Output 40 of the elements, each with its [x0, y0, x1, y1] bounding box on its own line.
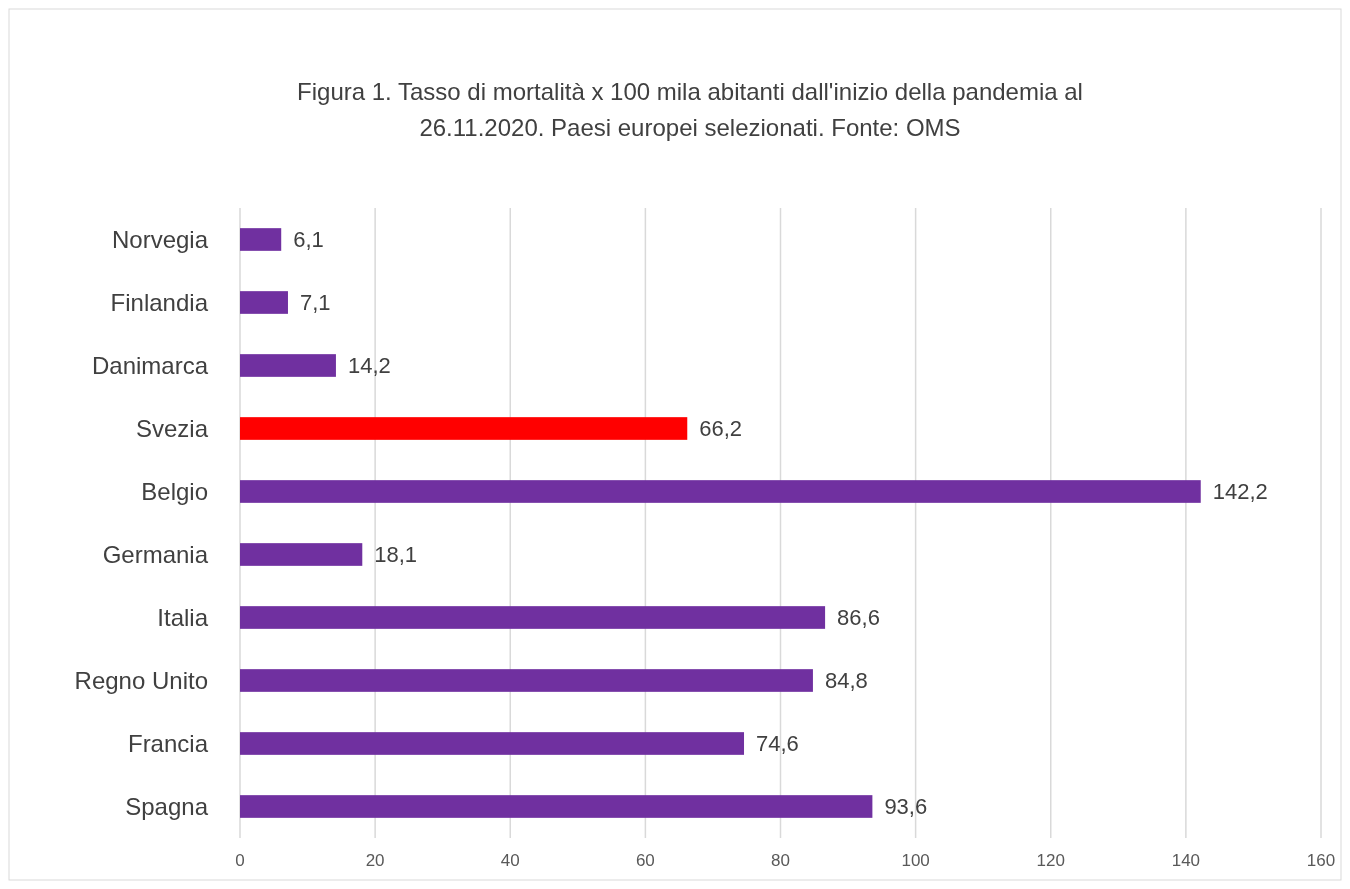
y-tick-label: Danimarca [91, 352, 209, 379]
x-tick-label: 140 [1171, 851, 1201, 870]
data-label: 14,2 [347, 353, 391, 378]
chart-title: Figura 1. Tasso di mortalità x 100 mila abitanti dall'inizio della pandemia al 26.11.2020. Paesi europei selezionati. Fonte: OMS [297, 78, 1083, 141]
data-label: 86,6 [837, 605, 880, 630]
x-tick-label: 20 [365, 851, 385, 870]
x-tick-label: 0 [235, 851, 245, 870]
bar [240, 354, 336, 377]
x-tick-label: 160 [1306, 851, 1336, 870]
x-tick-label: 60 [635, 851, 655, 870]
data-label: 18,1 [374, 542, 418, 567]
y-tick-label: Francia [127, 730, 209, 757]
bar [240, 669, 813, 692]
y-tick-label: Svezia [135, 415, 209, 442]
data-label: 66,2 [699, 416, 743, 441]
y-tick-label: Belgio [141, 478, 208, 505]
bar [240, 291, 288, 314]
bar [240, 543, 363, 566]
bar [240, 795, 873, 818]
data-label: 74,6 [756, 731, 799, 756]
bar [240, 732, 745, 755]
data-label: 84,8 [824, 668, 868, 693]
x-tick-label: 100 [901, 851, 930, 870]
bar [240, 417, 688, 440]
data-label: 93,6 [884, 794, 928, 819]
y-tick-label: Norvegia [111, 226, 209, 253]
y-tick-label: Germania [102, 541, 209, 568]
data-label: 142,2 [1212, 479, 1268, 504]
data-label: 7,1 [299, 290, 331, 315]
bar [240, 480, 1201, 503]
y-tick-label: Spagna [125, 793, 209, 820]
y-tick-label: Regno Unito [74, 667, 208, 694]
data-label: 6,1 [293, 227, 324, 252]
x-tick-label: 120 [1036, 851, 1065, 870]
bar [240, 606, 826, 629]
bar [240, 228, 282, 251]
x-tick-label: 40 [500, 851, 520, 870]
x-tick-label: 80 [771, 851, 790, 870]
y-tick-label: Finlandia [110, 289, 209, 316]
y-tick-label: Italia [157, 604, 209, 631]
